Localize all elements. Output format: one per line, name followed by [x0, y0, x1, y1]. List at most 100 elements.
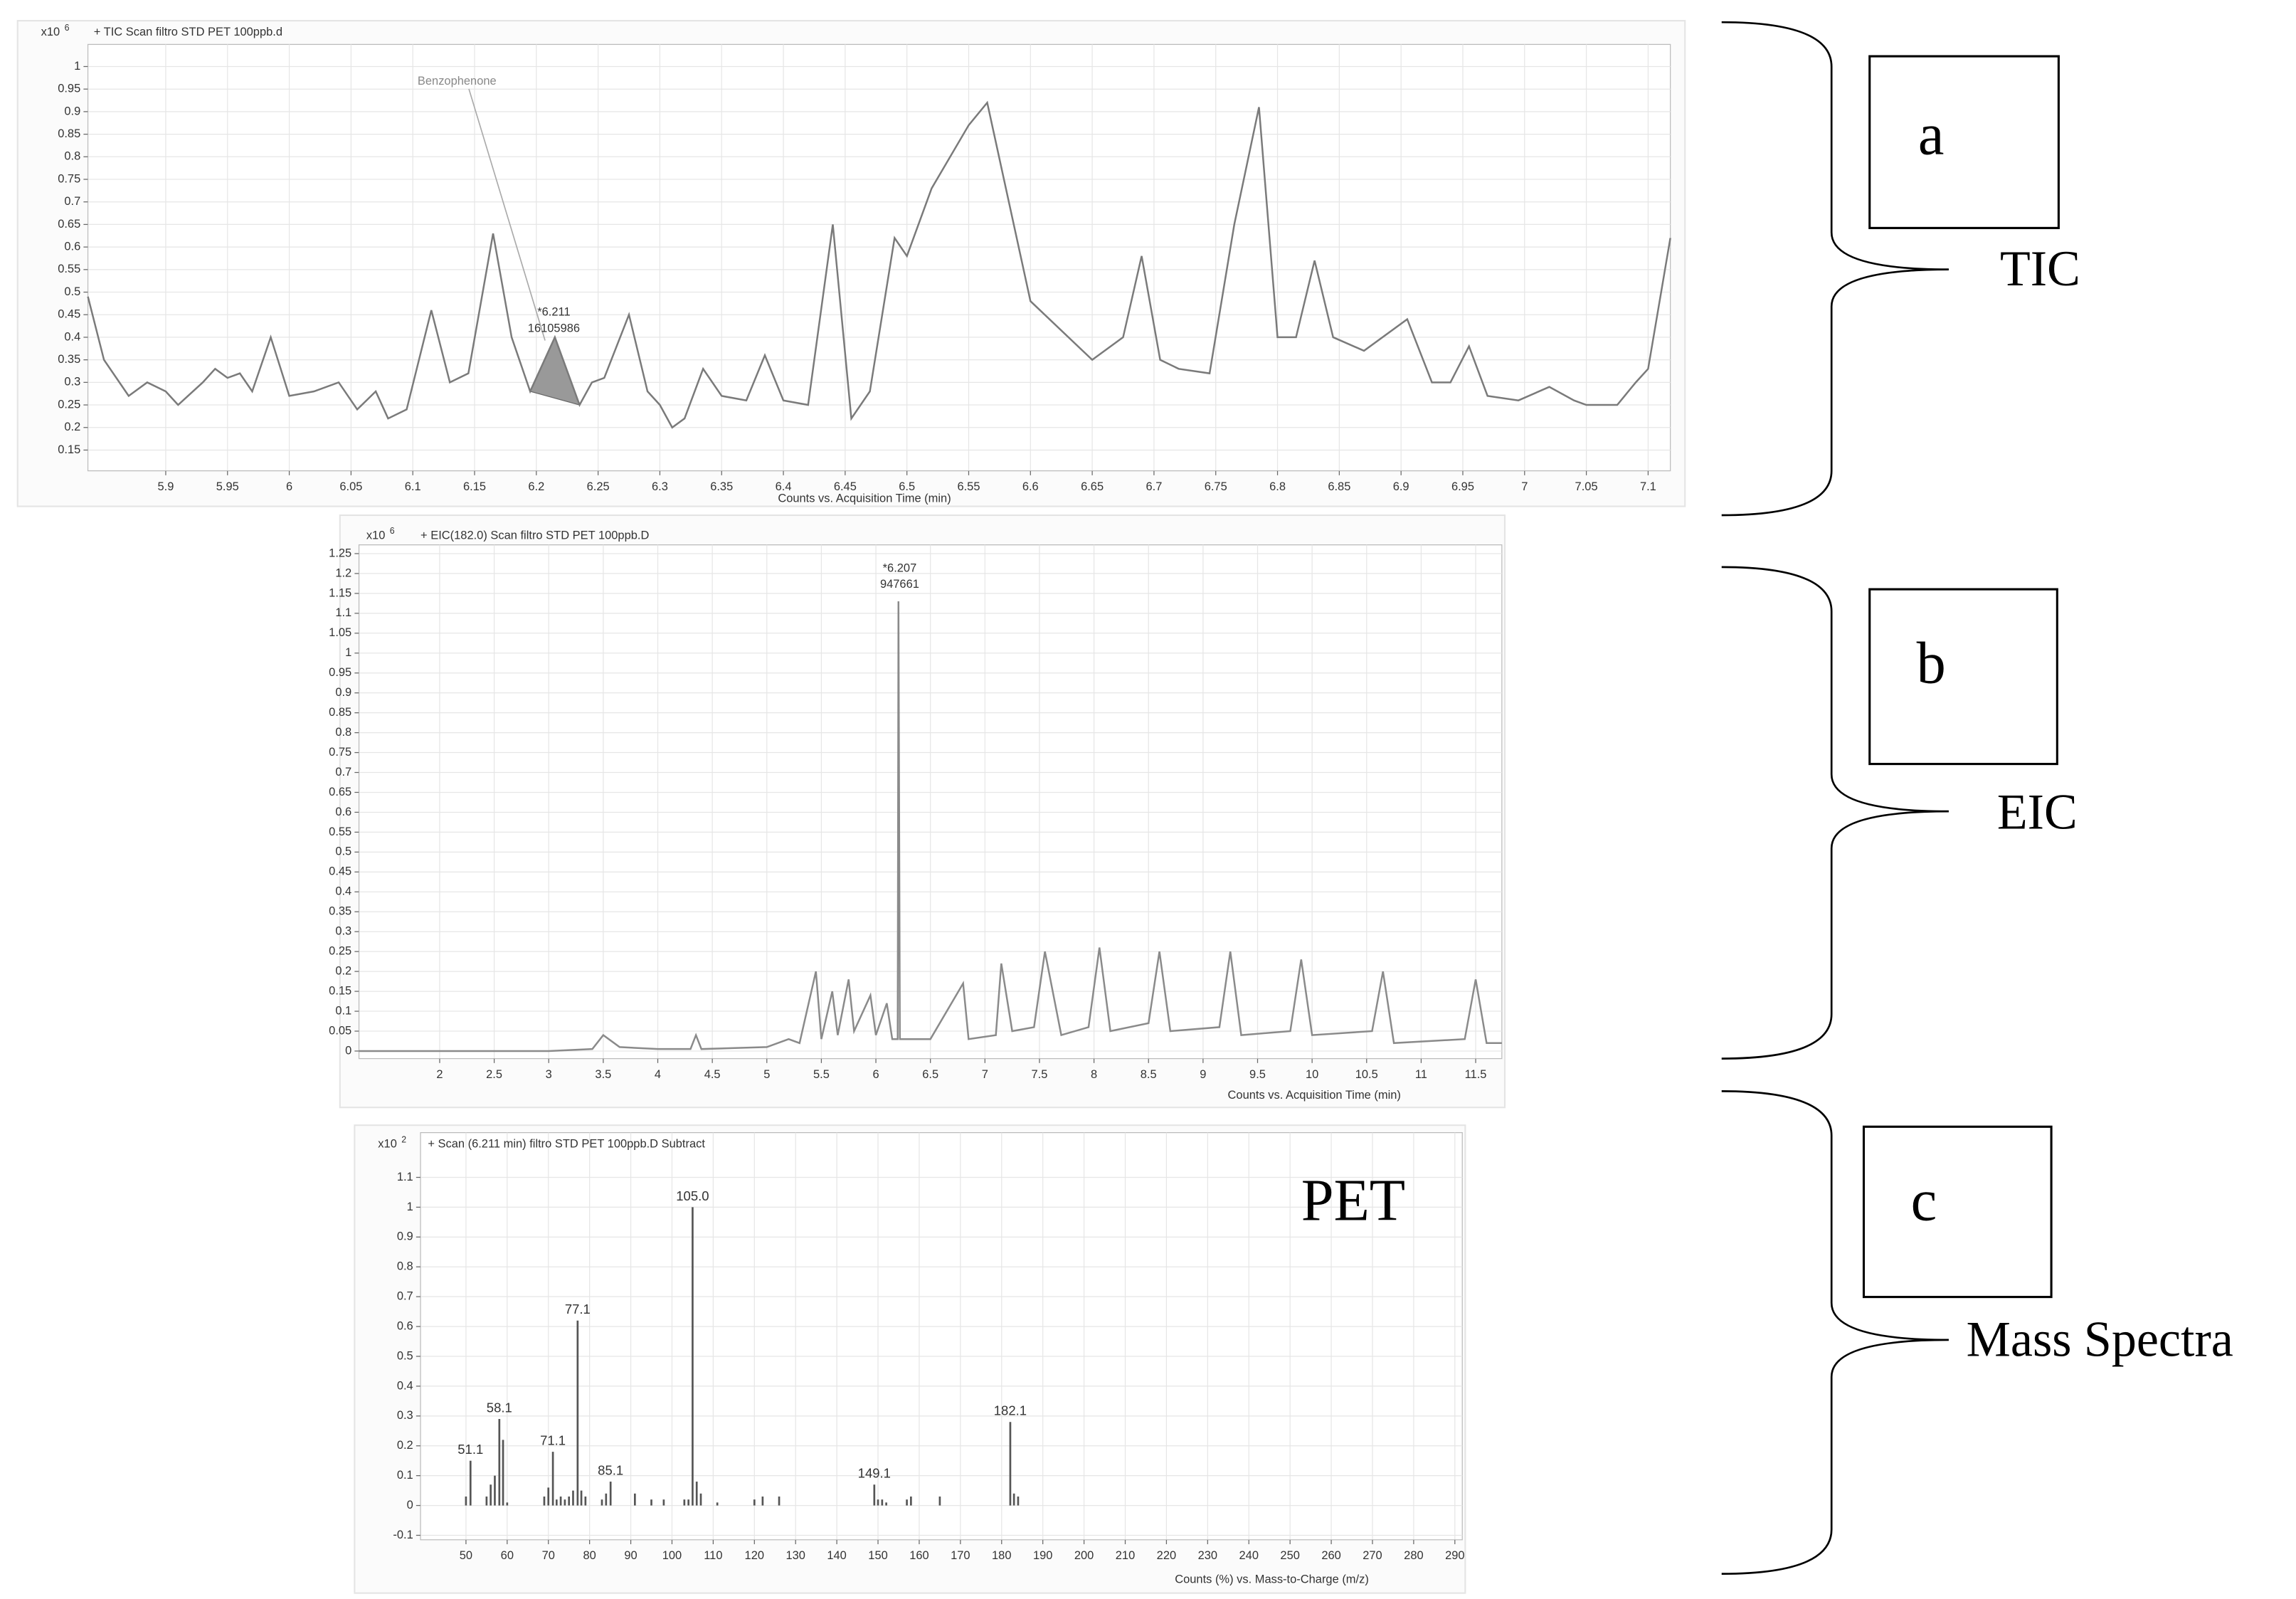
y-tick-label: 0.15 [58, 443, 80, 456]
peak-label: 149.1 [858, 1466, 891, 1481]
panel-letter: a [1918, 101, 1945, 167]
x-tick-label: 5.9 [157, 480, 174, 493]
x-tick-label: 130 [785, 1548, 805, 1562]
y-tick-label: 0.25 [58, 397, 80, 411]
y-exponent: 6 [65, 23, 70, 33]
y-tick-label: 1.2 [335, 566, 351, 579]
y-tick-label: 0.5 [397, 1349, 413, 1362]
x-tick-label: 200 [1074, 1548, 1094, 1562]
y-tick-label: 1.1 [397, 1170, 413, 1183]
x-tick-label: 6.8 [1269, 480, 1286, 493]
x-tick-label: 70 [542, 1548, 555, 1562]
x-tick-label: 8 [1091, 1067, 1097, 1081]
y-tick-label: -0.1 [393, 1528, 413, 1541]
peak-label: 105.0 [676, 1188, 709, 1203]
x-tick-label: 230 [1198, 1548, 1217, 1562]
peak-label: 77.1 [565, 1302, 591, 1316]
y-tick-label: 0.85 [329, 705, 351, 719]
y-tick-label: 0.45 [329, 865, 351, 878]
chart-title: + TIC Scan filtro STD PET 100ppb.d [94, 25, 282, 38]
y-tick-label: 0.15 [329, 983, 351, 997]
compound-annotation: Benzophenone [418, 74, 497, 88]
y-multiplier: x10 [378, 1137, 397, 1151]
y-tick-label: 0.35 [58, 352, 80, 366]
x-tick-label: 90 [624, 1548, 637, 1562]
y-tick-label: 0.4 [64, 329, 80, 343]
x-tick-label: 100 [662, 1548, 682, 1562]
peak-label: 58.1 [487, 1400, 512, 1415]
y-tick-label: 0.55 [58, 262, 80, 275]
panel-label: TIC [2000, 241, 2080, 297]
x-tick-label: 10.5 [1355, 1067, 1378, 1081]
y-tick-label: 0.3 [397, 1408, 413, 1422]
leader-line [468, 88, 546, 341]
y-multiplier: x10 [366, 528, 386, 542]
x-tick-label: 110 [704, 1548, 722, 1562]
y-tick-label: 0.1 [397, 1468, 413, 1482]
x-tick-label: 6 [872, 1067, 879, 1081]
x-tick-label: 6.75 [1205, 480, 1227, 493]
y-tick-label: 0.75 [58, 171, 80, 185]
panel-letter: b [1917, 630, 1946, 695]
x-tick-label: 7.1 [1640, 480, 1656, 493]
plot-area [87, 43, 1671, 472]
x-tick-label: 250 [1280, 1548, 1299, 1562]
y-tick-label: 1.05 [329, 626, 351, 639]
y-tick-label: 0.2 [335, 964, 351, 977]
x-tick-label: 2.5 [486, 1067, 502, 1081]
plot-area [420, 1132, 1463, 1541]
x-tick-label: 7.05 [1575, 480, 1598, 493]
x-tick-label: 5.95 [216, 480, 239, 493]
y-tick-label: 0 [345, 1043, 351, 1057]
chart-title: + EIC(182.0) Scan filtro STD PET 100ppb.… [420, 528, 649, 542]
x-tick-label: 6.5 [899, 480, 915, 493]
y-tick-label: 1.25 [329, 546, 351, 559]
x-tick-label: 2 [436, 1067, 443, 1081]
x-tick-label: 4.5 [704, 1067, 721, 1081]
x-axis-label: Counts (%) vs. Mass-to-Charge (m/z) [1175, 1572, 1369, 1585]
x-tick-label: 6.7 [1146, 480, 1162, 493]
y-tick-label: 0 [407, 1498, 413, 1511]
y-tick-label: 0.9 [64, 104, 80, 117]
y-tick-label: 0.3 [64, 375, 80, 389]
y-tick-label: 0.6 [397, 1319, 413, 1332]
x-tick-label: 6.9 [1393, 480, 1409, 493]
peak-label: 71.1 [540, 1432, 566, 1447]
x-tick-label: 290 [1445, 1548, 1464, 1562]
y-tick-label: 0.2 [397, 1438, 413, 1452]
x-tick-label: 10 [1306, 1067, 1318, 1081]
y-tick-label: 0.8 [335, 725, 351, 739]
x-tick-label: 120 [745, 1548, 764, 1562]
x-tick-label: 4 [655, 1067, 661, 1081]
y-tick-label: 0.45 [58, 307, 80, 321]
x-tick-label: 6.65 [1081, 480, 1104, 493]
x-tick-label: 6.95 [1451, 480, 1474, 493]
y-tick-label: 0.7 [64, 194, 80, 208]
y-exponent: 6 [390, 526, 395, 536]
y-exponent: 2 [401, 1134, 406, 1144]
x-tick-label: 6.35 [710, 480, 733, 493]
y-tick-label: 1 [407, 1200, 413, 1213]
panel-box [1868, 55, 2060, 229]
x-tick-label: 5.5 [813, 1067, 830, 1081]
y-tick-label: 1 [345, 645, 351, 659]
y-tick-label: 1 [74, 59, 80, 73]
y-tick-label: 0.9 [397, 1230, 413, 1243]
y-tick-label: 0.95 [58, 82, 80, 95]
x-tick-label: 260 [1321, 1548, 1340, 1562]
y-tick-label: 0.75 [329, 745, 351, 759]
panel-box [1868, 588, 2058, 766]
x-tick-label: 6.05 [339, 480, 362, 493]
x-tick-label: 8.5 [1141, 1067, 1157, 1081]
x-tick-label: 6.45 [834, 480, 857, 493]
x-tick-label: 6.55 [957, 480, 980, 493]
y-tick-label: 0.05 [329, 1023, 351, 1037]
peak-value-label: 947661 [880, 577, 919, 591]
x-tick-label: 80 [583, 1548, 596, 1562]
y-tick-label: 0.9 [335, 685, 351, 699]
y-tick-label: 0.85 [58, 127, 80, 140]
chart-title: + Scan (6.211 min) filtro STD PET 100ppb… [428, 1137, 705, 1151]
x-tick-label: 150 [868, 1548, 887, 1562]
x-tick-label: 6.6 [1022, 480, 1039, 493]
x-tick-label: 7.5 [1032, 1067, 1048, 1081]
